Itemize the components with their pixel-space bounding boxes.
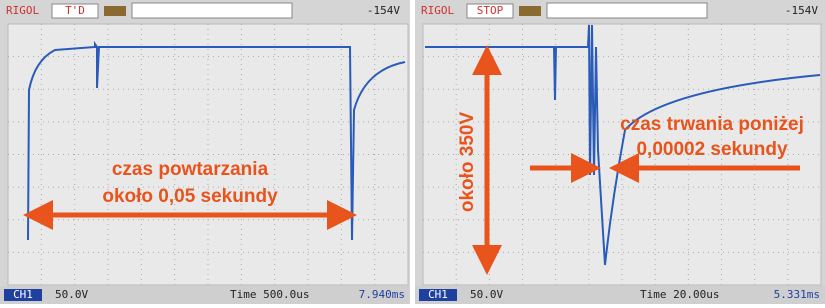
- timebase: Time 500.0us: [230, 288, 309, 301]
- trigger-level: -154V: [367, 4, 400, 17]
- status: T'D: [65, 4, 85, 17]
- annotation: około 0,05 sekundy: [102, 186, 278, 207]
- annotation: czas trwania poniżej: [620, 114, 804, 135]
- channel: CH1: [13, 288, 33, 301]
- memory-bar: [547, 3, 707, 18]
- scope-panel: RIGOL T'D -154V CH1 50.0V Time 500.0us 7…: [0, 0, 410, 304]
- volts-div: 50.0V: [55, 288, 88, 301]
- timebase: Time 20.00us: [640, 288, 719, 301]
- brand: RIGOL: [6, 4, 39, 17]
- scope-panel: RIGOL STOP -154V CH1 50.0V Time 20.00us …: [415, 0, 825, 304]
- scope-comparison: RIGOL T'D -154V CH1 50.0V Time 500.0us 7…: [0, 0, 825, 304]
- trigger-level: -154V: [785, 4, 818, 17]
- status: STOP: [477, 4, 504, 17]
- annotation: 0,00002 sekundy: [636, 139, 787, 160]
- battery-icon: [519, 6, 541, 16]
- trigger-pos: 7.940ms: [359, 288, 405, 301]
- volts-div: 50.0V: [470, 288, 503, 301]
- brand: RIGOL: [421, 4, 454, 17]
- annotation: czas powtarzania: [112, 159, 269, 180]
- trigger-pos: 5.331ms: [774, 288, 820, 301]
- battery-icon: [104, 6, 126, 16]
- channel: CH1: [428, 288, 448, 301]
- memory-bar: [132, 3, 292, 18]
- annotation: około 350V: [457, 112, 478, 213]
